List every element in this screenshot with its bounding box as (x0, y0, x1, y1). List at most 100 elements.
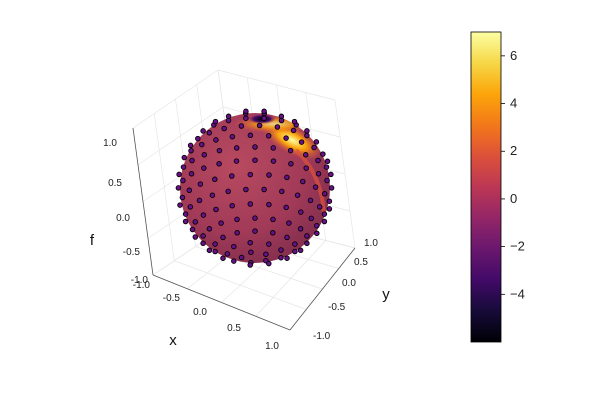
data-point (225, 113, 232, 120)
data-point (206, 226, 213, 232)
data-point (292, 248, 298, 255)
data-point (229, 173, 235, 179)
data-point (304, 132, 310, 139)
data-point (231, 258, 237, 264)
data-point (180, 164, 187, 170)
data-point (196, 197, 203, 204)
data-point (308, 215, 315, 222)
data-point (192, 234, 199, 240)
data-point (218, 220, 224, 226)
y-tick-label: -0.5 (328, 302, 346, 313)
data-point (270, 145, 277, 151)
x-tick-label: 0.0 (193, 307, 207, 318)
data-point (189, 157, 195, 164)
data-point (189, 226, 196, 233)
data-point (292, 241, 298, 247)
data-point (199, 141, 205, 148)
data-point (224, 251, 231, 257)
data-point (192, 219, 199, 225)
data-point (176, 171, 182, 178)
grid-line (255, 240, 327, 317)
colorbar-tick-label: 4 (510, 96, 517, 111)
data-point (300, 178, 306, 185)
data-point (265, 133, 272, 139)
data-point (188, 147, 194, 154)
sphere-surface (175, 108, 335, 268)
colorbar-tick-label: 6 (510, 48, 517, 63)
data-point (220, 234, 226, 241)
data-point (261, 108, 267, 115)
data-point (201, 165, 207, 171)
data-point (252, 157, 258, 163)
data-point (266, 201, 272, 208)
data-point (187, 142, 194, 149)
z-tick-label: 0.0 (116, 213, 130, 224)
data-point (181, 154, 188, 161)
data-point (278, 254, 284, 261)
axis-ticks: 1.0 0.5 0.0 -0.5 -1.0 -1.0 -0.5 0.0 0.5 … (90, 138, 390, 352)
data-point (323, 164, 330, 170)
data-point (298, 139, 305, 145)
data-point (212, 241, 218, 247)
data-point (284, 234, 290, 241)
data-point (314, 230, 320, 237)
data-point (200, 128, 206, 134)
z-tick-label: -1.0 (131, 275, 149, 286)
x-tick-label: 1.0 (265, 341, 279, 352)
data-point (247, 171, 254, 178)
data-point (321, 218, 328, 225)
data-point (182, 218, 189, 225)
data-point (279, 188, 285, 195)
colorbar-tick-label: 2 (510, 143, 517, 158)
x-axis-label: x (169, 332, 177, 349)
data-point (175, 185, 182, 191)
data-point (234, 216, 240, 223)
data-point (247, 239, 253, 246)
data-point (278, 247, 284, 253)
data-point (274, 124, 281, 130)
hot-streak (294, 148, 326, 216)
data-point (278, 113, 285, 120)
data-point (326, 198, 333, 204)
colorbar-gradient (470, 31, 502, 343)
data-point (321, 191, 328, 197)
data-point (287, 147, 294, 154)
data-point (304, 233, 310, 239)
data-point (316, 204, 323, 210)
data-point (229, 133, 236, 140)
y-axis-line (289, 247, 356, 331)
z-tick-label: 1.0 (103, 138, 117, 149)
data-point (243, 186, 249, 193)
data-point (283, 204, 289, 211)
y-tick-label: 0.0 (342, 278, 356, 289)
y-tick-label: 1.0 (364, 238, 378, 249)
z-tick-label: 0.5 (108, 178, 122, 189)
data-point (302, 152, 309, 158)
x-tick-label: 0.5 (227, 323, 241, 334)
data-point (303, 165, 309, 171)
axis-lines (132, 127, 356, 331)
data-point (225, 188, 231, 195)
colorbar: 6 4 2 0 −2 −4 (470, 31, 525, 343)
grid-line (334, 99, 356, 249)
data-point (307, 197, 314, 204)
data-point (201, 152, 208, 158)
data-point (297, 247, 304, 254)
data-point (188, 171, 195, 177)
data-point (216, 161, 222, 167)
y-tick-label: 0.5 (354, 257, 368, 268)
data-point (320, 151, 326, 157)
colorbar-tick-label: 0 (510, 191, 517, 206)
data-point (247, 262, 253, 268)
data-point (270, 158, 277, 164)
data-point (187, 204, 194, 210)
colorbar-tick-label: −4 (510, 286, 525, 301)
data-point (234, 230, 240, 236)
data-point (233, 145, 240, 151)
data-point (247, 132, 254, 139)
data-point (195, 135, 201, 142)
z-axis-line (132, 127, 154, 276)
data-point (221, 125, 227, 132)
z-tick-label: -0.5 (123, 247, 141, 258)
